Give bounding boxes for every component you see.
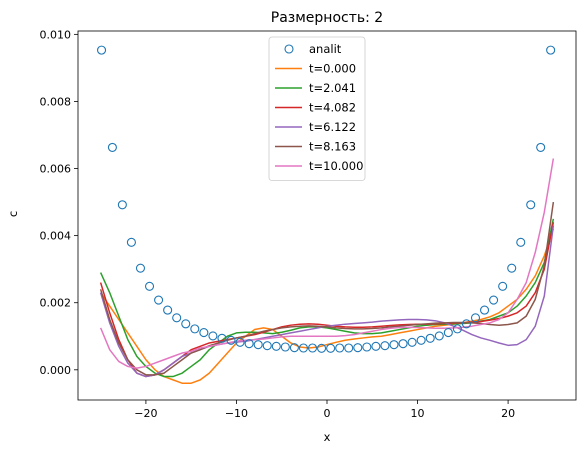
legend-label-2: t=4.082 <box>309 101 356 115</box>
analit-point <box>336 344 344 352</box>
analit-point <box>146 282 154 290</box>
analit-point <box>164 306 172 314</box>
analit-point <box>381 342 389 350</box>
analit-point <box>444 329 452 337</box>
analit-point <box>517 238 525 246</box>
analit-point <box>490 296 498 304</box>
analit-point <box>527 201 535 209</box>
analit-point <box>127 238 135 246</box>
y-tick-label: 0.000 <box>40 364 72 377</box>
analit-point <box>118 201 126 209</box>
y-tick-label: 0.008 <box>40 95 72 108</box>
analit-point <box>390 341 398 349</box>
series-line-3 <box>101 226 554 377</box>
analit-point <box>499 282 507 290</box>
analit-point <box>426 334 434 342</box>
analit-point <box>372 342 380 350</box>
series-line-5 <box>101 158 554 368</box>
x-axis-label: x <box>324 430 331 444</box>
series-line-1 <box>101 219 554 377</box>
x-tick-label: 20 <box>501 407 515 420</box>
x-tick-label: 0 <box>324 407 331 420</box>
legend: analit t=0.000 t=2.041 t=4.082 t=6.122 t=8.16… <box>269 37 365 181</box>
analit-point <box>363 343 371 351</box>
analit-point <box>354 344 362 352</box>
analit-point <box>281 343 289 351</box>
legend-label-3: t=6.122 <box>309 120 356 134</box>
analit-point <box>435 332 443 340</box>
x-tick-label: −20 <box>134 407 157 420</box>
series-line-2 <box>101 222 554 376</box>
analit-point <box>173 314 181 322</box>
analit-point <box>263 342 271 350</box>
analit-point <box>209 332 217 340</box>
analit-point <box>254 341 262 349</box>
chart-title: Размерность: 2 <box>271 10 383 26</box>
analit-point <box>481 306 489 314</box>
analit-point <box>399 340 407 348</box>
legend-label-4: t=8.163 <box>309 140 356 154</box>
y-tick-label: 0.006 <box>40 163 72 176</box>
legend-label-1: t=2.041 <box>309 81 356 95</box>
analit-point <box>327 344 335 352</box>
x-axis: −20 −10 0 10 20 <box>134 400 515 420</box>
analit-point <box>191 325 199 333</box>
y-tick-label: 0.004 <box>40 230 72 243</box>
analit-point <box>508 264 516 272</box>
analit-point <box>136 264 144 272</box>
analit-point <box>182 320 190 328</box>
analit-point <box>272 342 280 350</box>
y-axis: 0.000 0.002 0.004 0.006 0.008 0.010 <box>40 28 79 376</box>
x-tick-label: 10 <box>411 407 425 420</box>
y-tick-label: 0.010 <box>40 28 72 41</box>
y-tick-label: 0.002 <box>40 297 72 310</box>
analit-point <box>345 344 353 352</box>
analit-point <box>537 143 545 151</box>
legend-label-analit: analit <box>309 42 342 56</box>
analit-point <box>98 46 106 54</box>
analit-point <box>155 296 163 304</box>
y-axis-label: c <box>6 211 20 217</box>
analit-point <box>108 143 116 151</box>
analit-point <box>547 46 555 54</box>
x-tick-label: −10 <box>225 407 248 420</box>
analit-point <box>417 336 425 344</box>
legend-label-5: t=10.000 <box>309 159 363 173</box>
analit-point <box>408 338 416 346</box>
analit-point <box>200 329 208 337</box>
legend-label-0: t=0.000 <box>309 62 356 76</box>
